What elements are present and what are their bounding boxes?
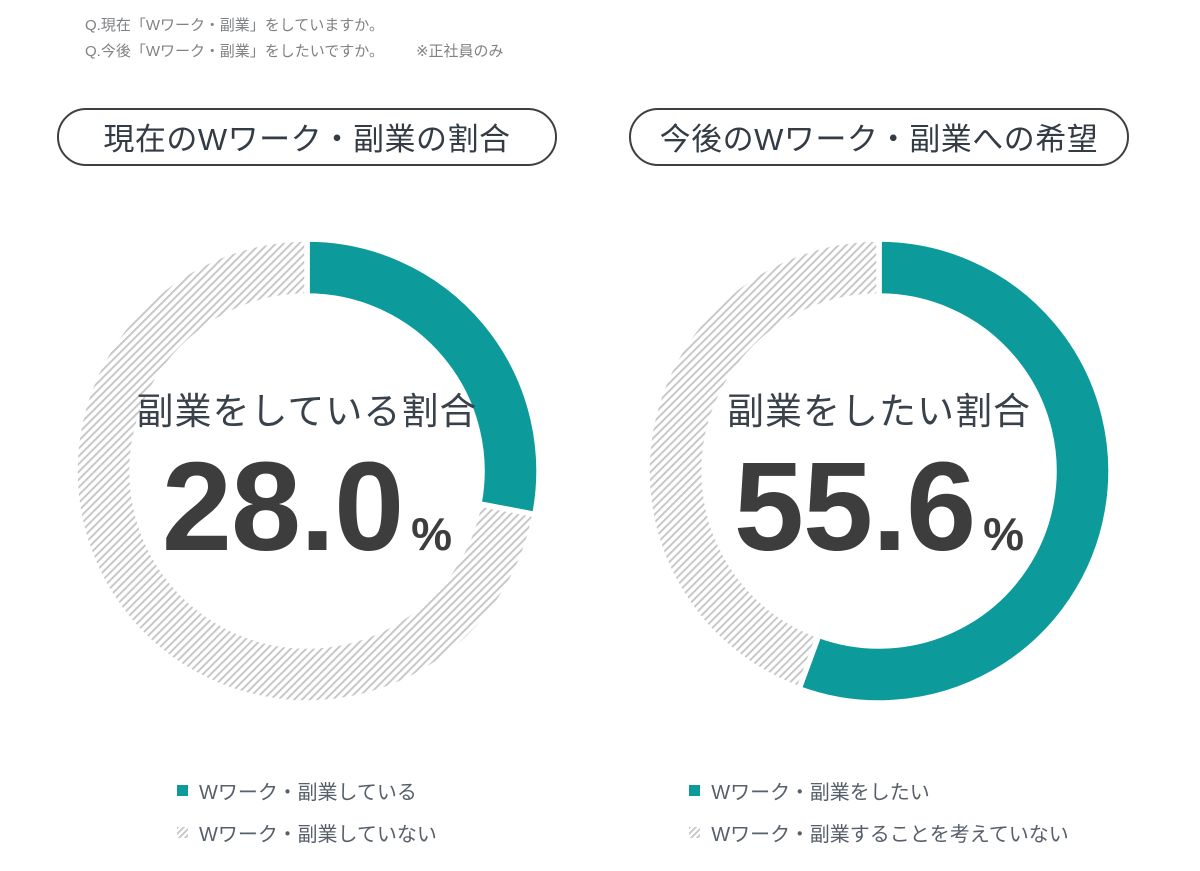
legend-item-not-considering-sidejob: Wワーク・副業することを考えていない <box>689 818 1069 847</box>
chart-title-current: 現在のWワーク・副業の割合 <box>57 107 557 166</box>
survey-question-2-row: Q.今後「Wワーク・副業」をしたいですか。 ※正社員のみ <box>85 39 1200 65</box>
legend-swatch-hatched <box>689 826 701 838</box>
survey-question-1: Q.現在「Wワーク・副業」をしていますか。 <box>85 17 384 34</box>
survey-note: ※正社員のみ <box>415 43 504 61</box>
legend-label: Wワーク・副業していない <box>199 823 437 846</box>
legend-current: Wワーク・副業している Wワーク・副業していない <box>177 776 437 847</box>
donut-chart-future: 副業をしたい割合 55.6 % <box>644 235 1114 706</box>
legend-swatch-teal <box>689 784 701 796</box>
chart-title-future: 今後のWワーク・副業への希望 <box>629 107 1129 166</box>
chart-current-sidejob: 現在のWワーク・副業の割合 副業をしている割合 28.0 % <box>57 107 557 860</box>
charts-row: 現在のWワーク・副業の割合 副業をしている割合 28.0 % <box>0 107 1200 860</box>
legend-future: Wワーク・副業をしたい Wワーク・副業することを考えていない <box>689 776 1069 847</box>
legend-item-not-doing-sidejob: Wワーク・副業していない <box>177 818 437 847</box>
survey-questions: Q.現在「Wワーク・副業」をしていますか。 Q.今後「Wワーク・副業」をしたいで… <box>0 0 1200 66</box>
donut-slice-hatched <box>644 235 882 692</box>
donut-svg-future <box>644 235 1114 706</box>
survey-question-2: Q.今後「Wワーク・副業」をしたいですか。 <box>85 43 384 61</box>
legend-item-want-sidejob: Wワーク・副業をしたい <box>689 776 1068 805</box>
chart-title-future-label: 今後のWワーク・副業への希望 <box>659 122 1099 157</box>
legend-label: Wワーク・副業している <box>199 781 417 804</box>
donut-slice-solid <box>796 235 1114 706</box>
donut-chart-current: 副業をしている割合 28.0 % <box>72 235 542 706</box>
legend-swatch-teal <box>177 784 189 796</box>
legend-label: Wワーク・副業をしたい <box>711 781 930 804</box>
legend-label: Wワーク・副業することを考えていない <box>711 823 1069 846</box>
legend-swatch-hatched <box>177 826 189 838</box>
chart-future-sidejob: 今後のWワーク・副業への希望 副業をしたい割合 55.6 % Wワーク・副業をし… <box>629 107 1129 860</box>
donut-svg-current <box>72 235 542 706</box>
legend-item-doing-sidejob: Wワーク・副業している <box>177 776 437 805</box>
donut-slice-hatched <box>72 235 538 706</box>
chart-title-current-label: 現在のWワーク・副業の割合 <box>103 122 511 157</box>
donut-slice-solid <box>304 235 542 517</box>
